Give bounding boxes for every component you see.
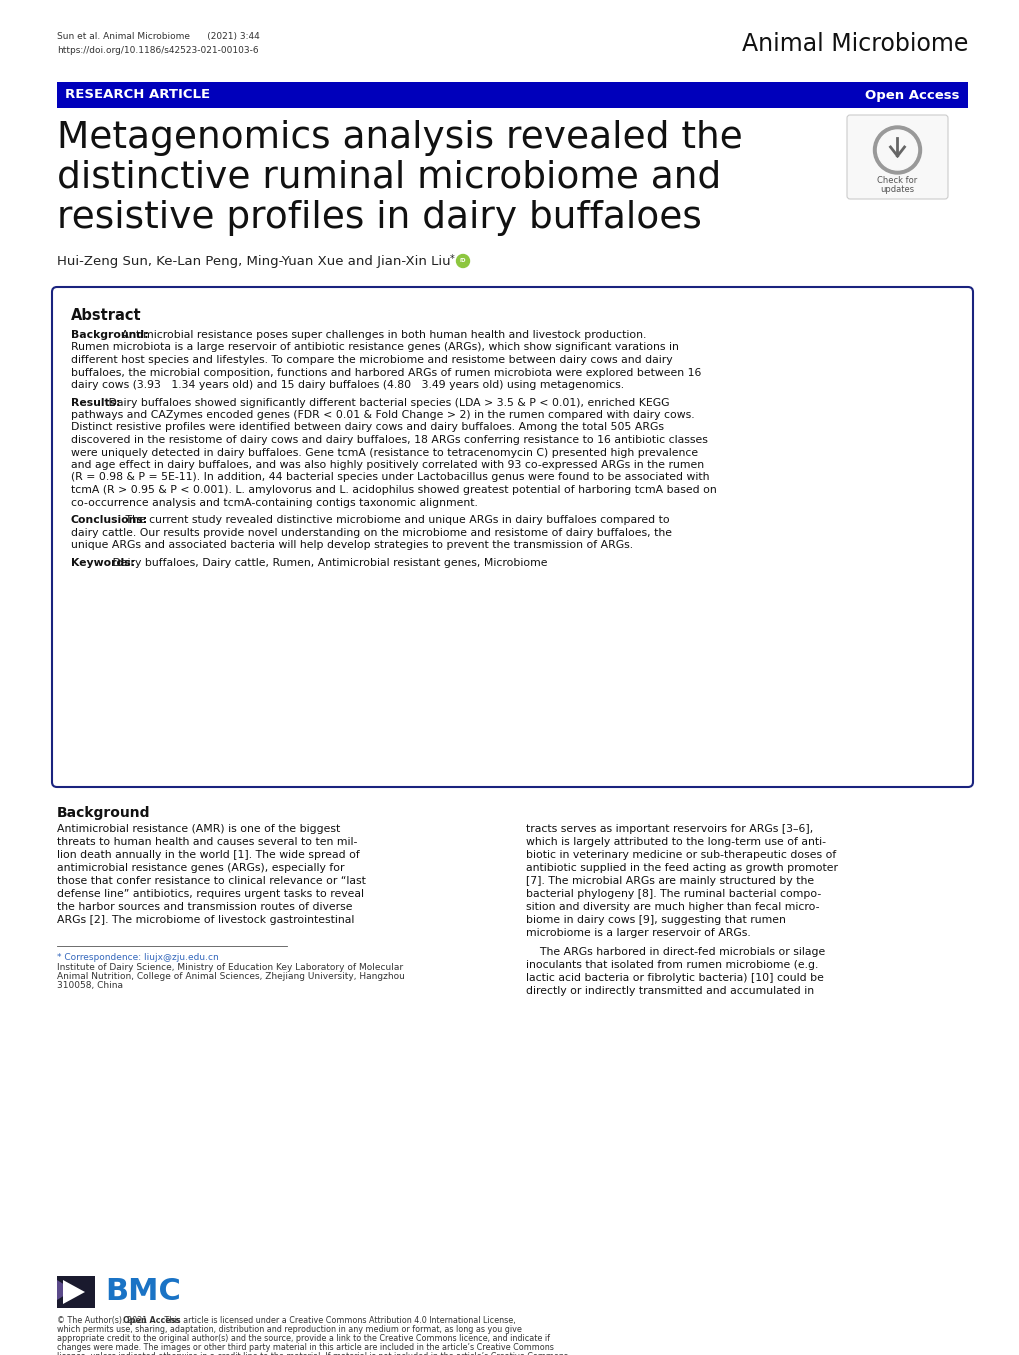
Text: Open Access: Open Access <box>123 1316 180 1325</box>
Text: directly or indirectly transmitted and accumulated in: directly or indirectly transmitted and a… <box>526 986 814 996</box>
Text: 310058, China: 310058, China <box>57 981 123 991</box>
Text: inoculants that isolated from rumen microbiome (e.g.: inoculants that isolated from rumen micr… <box>526 959 818 970</box>
FancyBboxPatch shape <box>52 287 972 787</box>
Polygon shape <box>57 1280 73 1299</box>
Text: Dairy buffaloes showed significantly different bacterial species (LDA > 3.5 & P : Dairy buffaloes showed significantly dif… <box>105 397 668 408</box>
Text: Abstract: Abstract <box>71 308 142 322</box>
Text: Antimicrobial resistance (AMR) is one of the biggest: Antimicrobial resistance (AMR) is one of… <box>57 824 340 833</box>
FancyBboxPatch shape <box>57 1280 73 1299</box>
FancyBboxPatch shape <box>57 83 967 108</box>
Text: unique ARGs and associated bacteria will help develop strategies to prevent the : unique ARGs and associated bacteria will… <box>71 541 633 550</box>
Text: antimicrobial resistance genes (ARGs), especially for: antimicrobial resistance genes (ARGs), e… <box>57 863 344 873</box>
Text: This article is licensed under a Creative Commons Attribution 4.0 International : This article is licensed under a Creativ… <box>161 1316 515 1325</box>
Text: changes were made. The images or other third party material in this article are : changes were made. The images or other t… <box>57 1343 553 1352</box>
Text: pathways and CAZymes encoded genes (FDR < 0.01 & Fold Change > 2) in the rumen c: pathways and CAZymes encoded genes (FDR … <box>71 411 694 420</box>
Circle shape <box>876 130 917 169</box>
Text: dairy cattle. Our results provide novel understanding on the microbiome and resi: dairy cattle. Our results provide novel … <box>71 527 672 538</box>
Text: * Correspondence: liujx@zju.edu.cn: * Correspondence: liujx@zju.edu.cn <box>57 953 218 962</box>
Text: https://doi.org/10.1186/s42523-021-00103-6: https://doi.org/10.1186/s42523-021-00103… <box>57 46 259 56</box>
Text: which is largely attributed to the long-term use of anti-: which is largely attributed to the long-… <box>526 837 825 847</box>
Text: Antimicrobial resistance poses super challenges in both human health and livesto: Antimicrobial resistance poses super cha… <box>117 331 645 340</box>
Text: biome in dairy cows [9], suggesting that rumen: biome in dairy cows [9], suggesting that… <box>526 915 786 925</box>
Text: lion death annually in the world [1]. The wide spread of: lion death annually in the world [1]. Th… <box>57 850 360 860</box>
Text: different host species and lifestyles. To compare the microbiome and resistome b: different host species and lifestyles. T… <box>71 355 672 364</box>
Text: biotic in veterinary medicine or sub-therapeutic doses of: biotic in veterinary medicine or sub-the… <box>526 850 836 860</box>
Text: lactic acid bacteria or fibrolytic bacteria) [10] could be: lactic acid bacteria or fibrolytic bacte… <box>526 973 823 982</box>
Text: antibiotic supplied in the feed acting as growth promoter: antibiotic supplied in the feed acting a… <box>526 863 838 873</box>
Text: Institute of Dairy Science, Ministry of Education Key Laboratory of Molecular: Institute of Dairy Science, Ministry of … <box>57 963 403 972</box>
Text: microbiome is a larger reservoir of ARGs.: microbiome is a larger reservoir of ARGs… <box>526 928 751 938</box>
Text: which permits use, sharing, adaptation, distribution and reproduction in any med: which permits use, sharing, adaptation, … <box>57 1325 522 1335</box>
Circle shape <box>457 255 469 267</box>
Text: Sun et al. Animal Microbiome      (2021) 3:44: Sun et al. Animal Microbiome (2021) 3:44 <box>57 33 260 41</box>
Text: Check for: Check for <box>876 176 917 186</box>
Text: Background: Background <box>57 806 151 820</box>
Text: dairy cows (3.93   1.34 years old) and 15 dairy buffaloes (4.80   3.49 years old: dairy cows (3.93 1.34 years old) and 15 … <box>71 379 624 390</box>
Text: Distinct resistive profiles were identified between dairy cows and dairy buffalo: Distinct resistive profiles were identif… <box>71 423 663 432</box>
Text: © The Author(s). 2021: © The Author(s). 2021 <box>57 1316 150 1325</box>
Text: were uniquely detected in dairy buffaloes. Gene tcmA (resistance to tetracenomyc: were uniquely detected in dairy buffaloe… <box>71 447 697 458</box>
Text: tcmA (R > 0.95 & P < 0.001). L. amylovorus and L. acidophilus showed greatest po: tcmA (R > 0.95 & P < 0.001). L. amylovor… <box>71 485 716 495</box>
Text: tracts serves as important reservoirs for ARGs [3–6],: tracts serves as important reservoirs fo… <box>526 824 813 833</box>
Text: distinctive ruminal microbiome and: distinctive ruminal microbiome and <box>57 160 720 196</box>
Text: the harbor sources and transmission routes of diverse: the harbor sources and transmission rout… <box>57 902 353 912</box>
Text: threats to human health and causes several to ten mil-: threats to human health and causes sever… <box>57 837 357 847</box>
Text: updates: updates <box>879 186 914 194</box>
Text: Hui-Zeng Sun, Ke-Lan Peng, Ming-Yuan Xue and Jian-Xin Liu: Hui-Zeng Sun, Ke-Lan Peng, Ming-Yuan Xue… <box>57 255 450 268</box>
Text: Results:: Results: <box>71 397 120 408</box>
Text: Background:: Background: <box>71 331 149 340</box>
FancyBboxPatch shape <box>57 1276 95 1308</box>
Text: *: * <box>449 253 454 264</box>
Text: Dairy buffaloes, Dairy cattle, Rumen, Antimicrobial resistant genes, Microbiome: Dairy buffaloes, Dairy cattle, Rumen, An… <box>109 557 547 568</box>
Text: RESEARCH ARTICLE: RESEARCH ARTICLE <box>65 88 210 102</box>
Text: and age effect in dairy buffaloes, and was also highly positively correlated wit: and age effect in dairy buffaloes, and w… <box>71 459 703 470</box>
Text: resistive profiles in dairy buffaloes: resistive profiles in dairy buffaloes <box>57 201 701 236</box>
Text: The ARGs harbored in direct-fed microbials or silage: The ARGs harbored in direct-fed microbia… <box>526 947 825 957</box>
Text: (R = 0.98 & P = 5E-11). In addition, 44 bacterial species under Lactobacillus ge: (R = 0.98 & P = 5E-11). In addition, 44 … <box>71 473 709 482</box>
Text: Metagenomics analysis revealed the: Metagenomics analysis revealed the <box>57 121 742 156</box>
Text: discovered in the resistome of dairy cows and dairy buffaloes, 18 ARGs conferrin: discovered in the resistome of dairy cow… <box>71 435 707 444</box>
Text: Open Access: Open Access <box>865 88 959 102</box>
Text: ARGs [2]. The microbiome of livestock gastrointestinal: ARGs [2]. The microbiome of livestock ga… <box>57 915 354 925</box>
Text: buffaloes, the microbial composition, functions and harbored ARGs of rumen micro: buffaloes, the microbial composition, fu… <box>71 367 701 378</box>
FancyBboxPatch shape <box>846 115 947 199</box>
Text: bacterial phylogeny [8]. The ruminal bacterial compo-: bacterial phylogeny [8]. The ruminal bac… <box>526 889 821 898</box>
Text: The current study revealed distinctive microbiome and unique ARGs in dairy buffa: The current study revealed distinctive m… <box>122 515 669 524</box>
Text: appropriate credit to the original author(s) and the source, provide a link to t: appropriate credit to the original autho… <box>57 1335 549 1343</box>
Text: Conclusions:: Conclusions: <box>71 515 148 524</box>
Text: Keywords:: Keywords: <box>71 557 135 568</box>
Text: those that confer resistance to clinical relevance or “last: those that confer resistance to clinical… <box>57 875 366 886</box>
Text: Animal Microbiome: Animal Microbiome <box>741 33 967 56</box>
Text: defense line” antibiotics, requires urgent tasks to reveal: defense line” antibiotics, requires urge… <box>57 889 364 898</box>
Text: Animal Nutrition, College of Animal Sciences, Zhejiang University, Hangzhou: Animal Nutrition, College of Animal Scie… <box>57 972 405 981</box>
Text: iD: iD <box>460 259 466 263</box>
Text: [7]. The microbial ARGs are mainly structured by the: [7]. The microbial ARGs are mainly struc… <box>526 875 814 886</box>
Text: BMC: BMC <box>105 1278 180 1306</box>
Text: co-occurrence analysis and tcmA-containing contigs taxonomic alignment.: co-occurrence analysis and tcmA-containi… <box>71 497 478 508</box>
Text: licence, unless indicated otherwise in a credit line to the material. If materia: licence, unless indicated otherwise in a… <box>57 1352 568 1355</box>
Circle shape <box>872 126 920 173</box>
Polygon shape <box>63 1280 85 1304</box>
Text: sition and diversity are much higher than fecal micro-: sition and diversity are much higher tha… <box>526 902 819 912</box>
Text: Rumen microbiota is a large reservoir of antibiotic resistance genes (ARGs), whi: Rumen microbiota is a large reservoir of… <box>71 343 679 352</box>
